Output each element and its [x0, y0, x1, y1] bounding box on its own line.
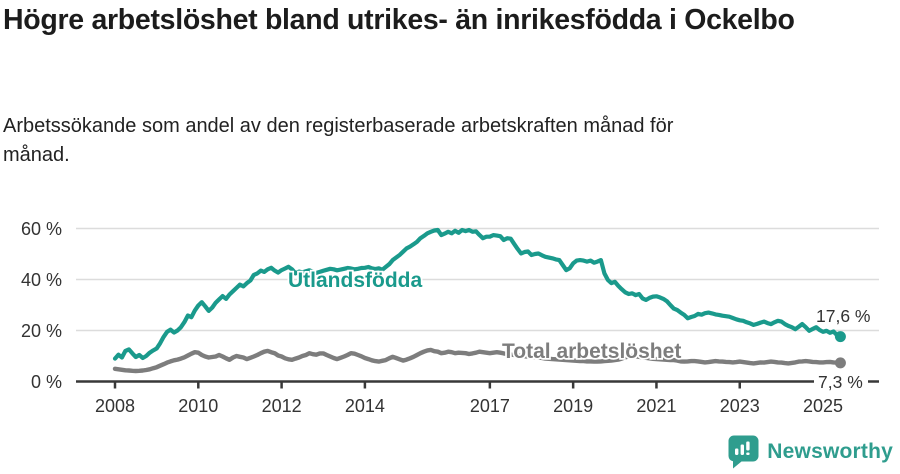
x-axis-labels: 2008 2010 2012 2014 2017 2019 2021 2023 2025 [95, 396, 843, 416]
x-tick-label: 2017 [470, 396, 510, 416]
y-tick-label: 20 % [21, 321, 62, 341]
x-tick-label: 2010 [178, 396, 218, 416]
utlandsfodda-line [112, 227, 843, 361]
y-tick-label: 60 % [21, 219, 62, 239]
utlandsfodda-end-dot [834, 331, 846, 343]
total-arbetsloshet-line [112, 347, 843, 374]
chart-subtitle: Arbetssökande som andel av den registerb… [3, 115, 674, 166]
utlandsfodda-series-label: Utlandsfödda [288, 269, 422, 292]
newsworthy-logo-icon [728, 435, 759, 469]
newsworthy-logo-text: Newsworthy [767, 440, 893, 463]
end-value-backdrop [814, 372, 868, 392]
x-tick-label: 2012 [262, 396, 302, 416]
chart-title: Högre arbetslöshet bland utrikes- än inr… [3, 4, 795, 36]
x-tick-label: 2019 [553, 396, 593, 416]
y-axis-labels: 0 % 20 % 40 % 60 % [21, 219, 62, 392]
x-axis [76, 380, 879, 389]
total-end-dot [834, 357, 846, 369]
x-tick-label: 2014 [345, 396, 385, 416]
newsworthy-branding: Newsworthy [728, 435, 893, 469]
gridlines [76, 227, 879, 332]
y-tick-label: 0 % [31, 372, 62, 392]
bar-chart-glyph [735, 441, 750, 455]
y-tick-label: 40 % [21, 270, 62, 290]
x-tick-label: 2021 [636, 396, 676, 416]
x-tick-label: 2023 [720, 396, 760, 416]
utlandsfodda-end-value: 17,6 % [816, 306, 870, 326]
total-series-label: Total arbetslöshet [502, 340, 681, 363]
x-tick-label: 2008 [95, 396, 135, 416]
total-end-value: 7,3 % [818, 372, 863, 392]
x-tick-label: 2025 [803, 396, 843, 416]
